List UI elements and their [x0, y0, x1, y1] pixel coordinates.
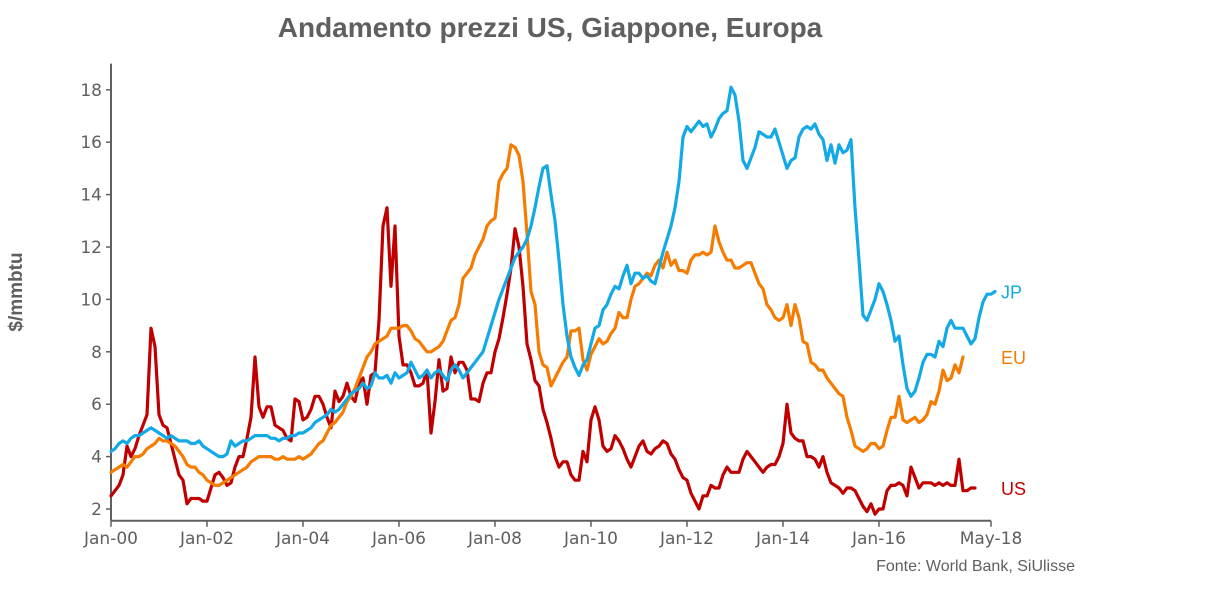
x-tick-label: Jan-04	[275, 529, 330, 549]
y-tick-label: 2	[91, 500, 102, 520]
x-tick-label: Jan-12	[659, 529, 714, 549]
x-tick-label: Jan-10	[563, 529, 618, 549]
x-tick-label: Jan-14	[755, 529, 810, 549]
y-tick-label: 6	[91, 395, 102, 415]
y-tick-label: 16	[80, 133, 102, 153]
series-labels: JP EU US	[1001, 283, 1026, 500]
y-tick-label: 18	[80, 81, 102, 101]
x-tick-label: Jan-16	[851, 529, 906, 549]
y-tick-label: 10	[80, 290, 102, 310]
series-lines	[109, 85, 997, 516]
y-tick-label: 4	[91, 448, 102, 468]
x-tick-label: Jan-08	[467, 529, 522, 549]
axes: 2 4 6 8 10 12 14 16 18 Jan-00 Jan-02 Jan-04 Jan-06 Ja…	[80, 63, 1023, 549]
x-tick-label: Jan-02	[179, 529, 234, 549]
series-label-us: US	[1001, 479, 1026, 499]
series-label-eu: EU	[1001, 348, 1026, 368]
series-line-us	[109, 206, 977, 516]
source-note: Fonte: World Bank, SiUlisse	[876, 558, 1075, 575]
x-tick-label: Jan-00	[83, 529, 138, 549]
y-tick-label: 14	[80, 186, 102, 206]
x-tick-label: Jan-06	[371, 529, 426, 549]
series-line-eu	[109, 143, 965, 487]
x-tick-label: May-18	[960, 529, 1023, 549]
y-axis-label: $/mmbtu	[6, 252, 27, 331]
y-tick-label: 8	[91, 343, 102, 363]
chart-title: Andamento prezzi US, Giappone, Europa	[277, 12, 823, 43]
series-label-jp: JP	[1001, 283, 1022, 303]
y-tick-label: 12	[80, 238, 102, 258]
series-line-jp	[109, 85, 997, 459]
